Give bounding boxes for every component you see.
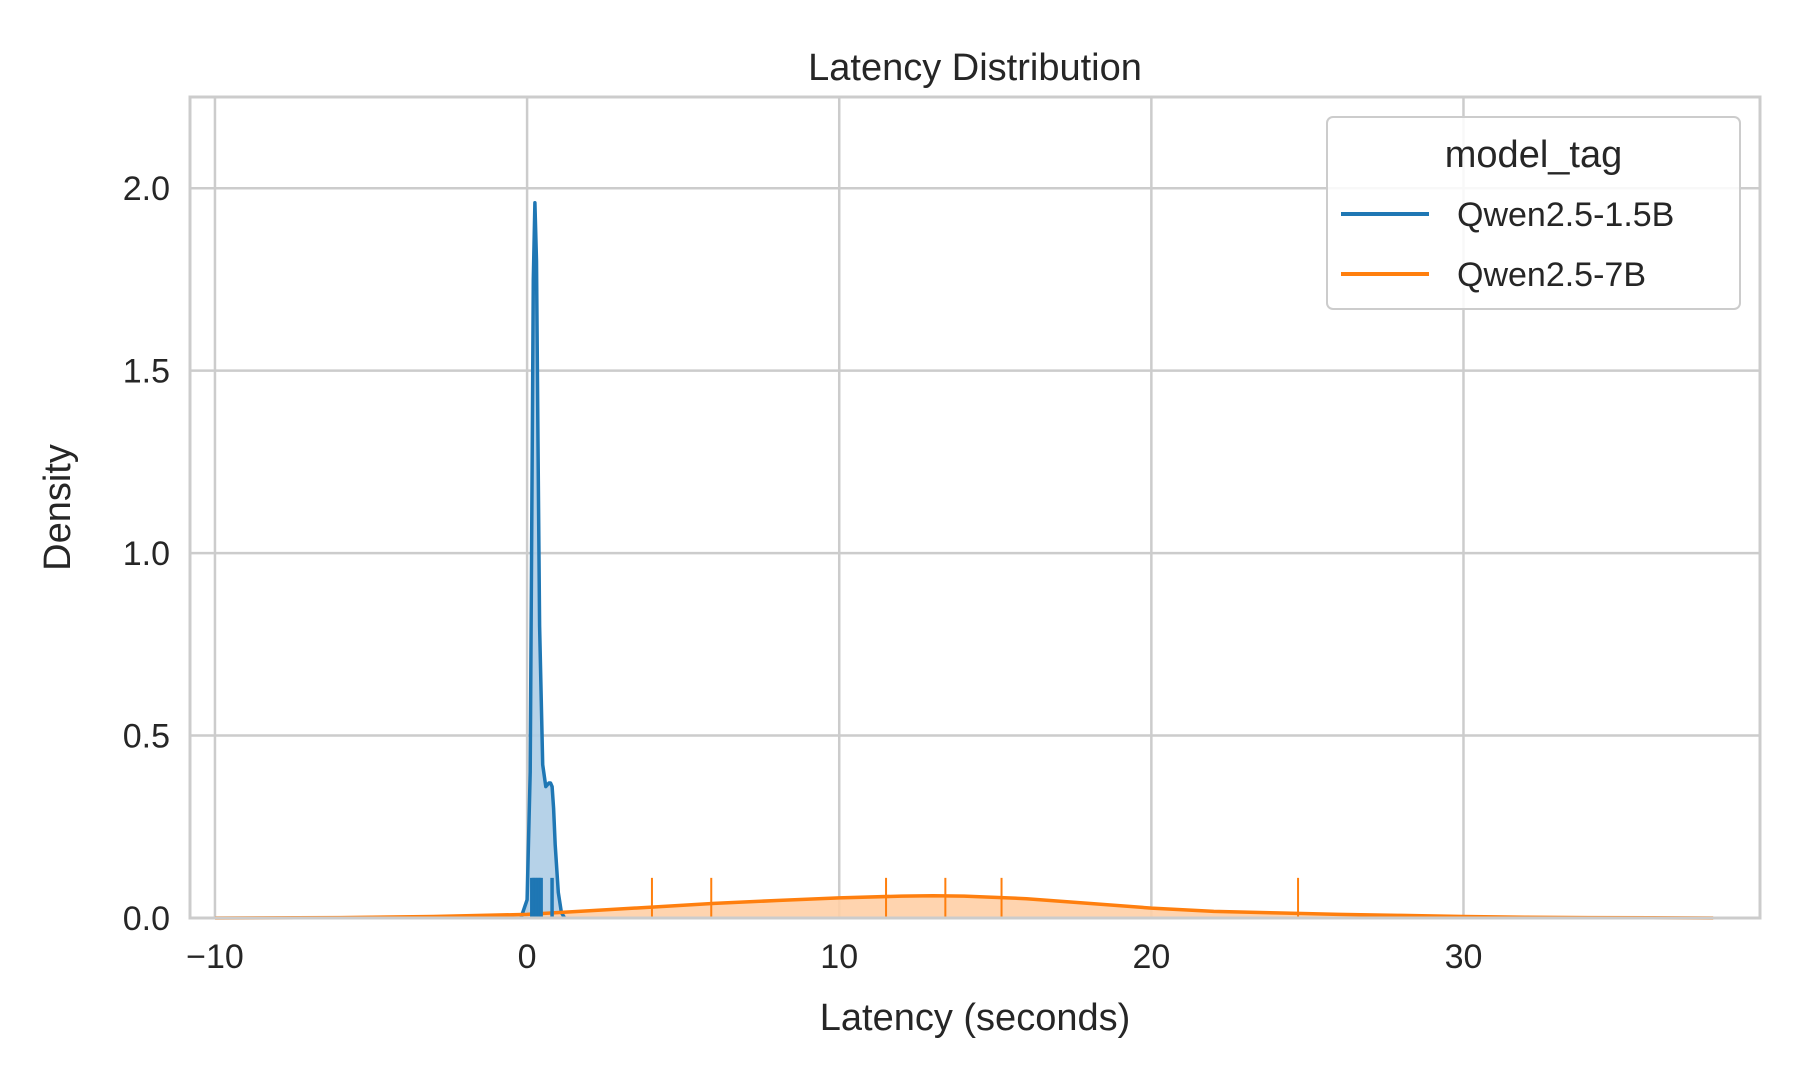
x-axis-label: Latency (seconds)	[820, 997, 1131, 1039]
y-tick-label: 1.0	[123, 535, 170, 573]
x-tick-label: 20	[1132, 938, 1170, 976]
y-tick-label: 2.0	[123, 170, 170, 208]
x-tick-label: 30	[1445, 938, 1483, 976]
x-tick-label: −10	[186, 938, 244, 976]
y-axis-label: Density	[37, 444, 79, 571]
density-fills	[215, 202, 1714, 919]
y-tick-label: 1.5	[123, 353, 170, 391]
legend-box	[1326, 116, 1741, 310]
rug-marks	[530, 877, 1300, 918]
plot-frame	[188, 95, 1762, 920]
y-tick-labels: 0.0 0.5 1.0 1.5 2.0	[123, 170, 170, 938]
legend-title: model_tag	[1445, 134, 1622, 176]
y-tick-label: 0.0	[123, 900, 170, 938]
x-tick-label: 0	[518, 938, 537, 976]
x-tick-label: 10	[820, 938, 858, 976]
y-tick-label: 0.5	[123, 718, 170, 756]
legend-label: Qwen2.5-7B	[1457, 256, 1646, 294]
legend: model_tag Qwen2.5-1.5B Qwen2.5-7B	[1326, 116, 1741, 310]
chart-title: Latency Distribution	[808, 47, 1142, 89]
x-tick-labels: −10 0 10 20 30	[186, 938, 1482, 976]
density-lines	[214, 201, 1714, 920]
density-line-series-0	[519, 201, 567, 919]
legend-label: Qwen2.5-1.5B	[1457, 196, 1674, 234]
legend-items: Qwen2.5-1.5B Qwen2.5-7B	[1341, 196, 1674, 294]
